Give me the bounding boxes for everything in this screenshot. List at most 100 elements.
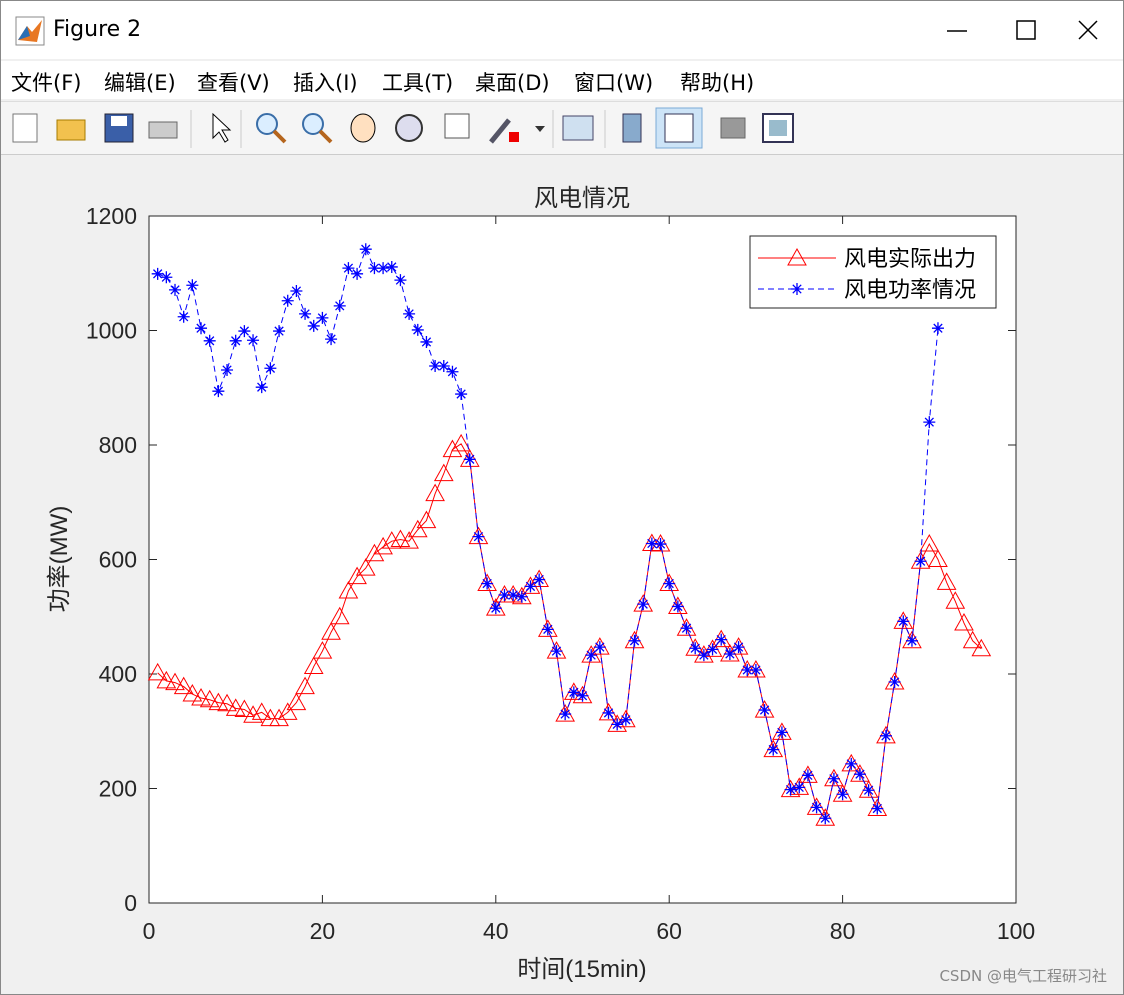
y-tick-label: 400 [99, 661, 137, 687]
marker [772, 722, 792, 740]
marker [342, 262, 355, 275]
marker [312, 641, 333, 659]
marker [481, 577, 494, 590]
menu-item[interactable]: 文件(F) [11, 71, 82, 95]
marker [954, 613, 974, 631]
marker [385, 260, 398, 273]
marker [177, 310, 190, 323]
marker [775, 726, 788, 739]
marker [593, 641, 606, 654]
y-tick-label: 1200 [86, 203, 137, 229]
marker [533, 573, 546, 586]
marker [585, 649, 598, 662]
marker [273, 325, 286, 338]
plot-area [148, 215, 1017, 904]
marker [247, 334, 260, 347]
marker [515, 590, 528, 603]
watermark: CSDN @电气工程研习社 [939, 967, 1107, 985]
menu-item[interactable]: 窗口(W) [574, 71, 654, 95]
marker [451, 433, 471, 452]
marker [550, 645, 563, 658]
marker [411, 323, 424, 336]
marker [619, 713, 632, 726]
marker [697, 649, 710, 662]
marker [156, 670, 177, 689]
marker [477, 573, 497, 592]
marker [663, 577, 676, 590]
marker [169, 283, 182, 296]
marker [446, 365, 459, 378]
marker [290, 284, 303, 297]
menu-item[interactable]: 插入(I) [293, 71, 358, 95]
marker [329, 606, 350, 625]
menu-item[interactable]: 编辑(E) [104, 71, 176, 95]
marker [199, 689, 220, 708]
marker [806, 797, 827, 815]
y-tick-label: 200 [99, 776, 137, 802]
marker [203, 334, 216, 347]
x-axis-label: 时间(15min) [517, 956, 646, 983]
x-tick-label: 0 [143, 918, 156, 944]
marker [628, 634, 641, 647]
marker [559, 708, 572, 721]
y-axis-label: 功率(MW) [46, 506, 73, 613]
chart-title: 风电情况 [534, 185, 630, 212]
marker [633, 594, 654, 612]
marker [793, 781, 806, 794]
marker [165, 672, 185, 691]
marker [221, 364, 234, 377]
marker [720, 643, 740, 662]
x-tick-label: 20 [310, 918, 336, 944]
marker [897, 615, 910, 628]
marker [498, 588, 511, 601]
marker [299, 307, 312, 320]
marker [841, 753, 862, 772]
window-controls[interactable] [923, 1, 1123, 59]
legend-box [749, 235, 997, 309]
marker [255, 381, 268, 394]
marker [433, 463, 454, 482]
y-tick-label: 1000 [86, 318, 137, 344]
menu-item[interactable]: 查看(V) [197, 71, 270, 95]
marker [723, 647, 736, 660]
marker [325, 333, 338, 346]
marker [749, 663, 762, 676]
marker [685, 638, 706, 656]
marker [624, 630, 645, 649]
marker [845, 757, 858, 770]
marker [351, 267, 364, 280]
marker [910, 551, 931, 569]
marker [537, 619, 558, 637]
marker [810, 801, 823, 814]
marker [654, 538, 667, 551]
marker [767, 743, 780, 756]
y-tick-label: 0 [124, 890, 137, 916]
marker [147, 662, 168, 681]
x-tick-label: 100 [997, 918, 1035, 944]
legend-label: 风电功率情况 [844, 277, 976, 302]
marker [659, 573, 680, 592]
marker [463, 453, 476, 466]
marker [931, 322, 944, 335]
marker [867, 798, 888, 817]
marker [541, 623, 554, 636]
marker [151, 267, 164, 280]
marker [728, 637, 749, 655]
marker [567, 686, 580, 699]
app-icon [15, 16, 45, 46]
menu-bar: 文件(F) 编辑(E) 查看(V) 插入(I) 工具(T) 桌面(D) 窗口(W) 帮助(H) [1, 61, 1123, 99]
marker [784, 783, 797, 796]
marker [286, 692, 307, 711]
marker [572, 685, 593, 704]
marker [928, 549, 948, 567]
toolbar-icons[interactable] [1, 102, 821, 154]
menu-item[interactable]: 帮助(H) [680, 71, 755, 95]
marker [801, 769, 814, 782]
menu-item[interactable]: 工具(T) [382, 71, 454, 95]
menu-item[interactable]: 桌面(D) [475, 71, 550, 95]
x-tick-label: 60 [656, 918, 682, 944]
marker [827, 772, 840, 785]
marker [195, 322, 208, 335]
marker [611, 718, 624, 731]
